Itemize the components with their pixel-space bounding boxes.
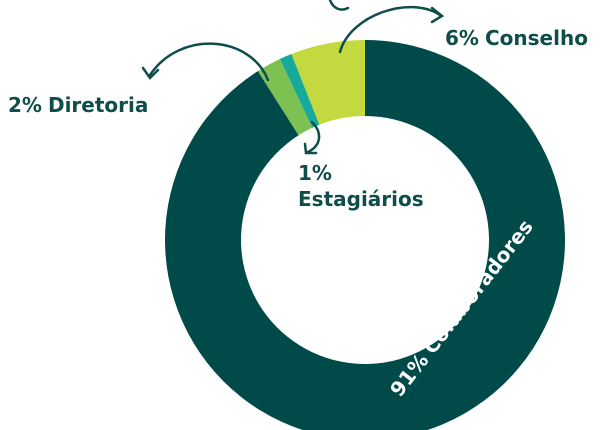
- value-label: 2%: [8, 93, 42, 117]
- arrow: [148, 42, 270, 82]
- arrow: [328, 0, 350, 11]
- donut-slice: [291, 40, 365, 125]
- value-label: 1%: [298, 161, 332, 185]
- slice-label: 1% Estagiários: [298, 161, 424, 211]
- category-label: Conselho: [485, 26, 588, 50]
- slice-label: 2% Diretoria: [8, 93, 148, 117]
- donut-slice: [165, 40, 565, 430]
- category-label: Estagiários: [298, 187, 424, 211]
- value-label: 6%: [445, 26, 479, 50]
- arrow: [338, 5, 442, 54]
- arrow-head: [303, 142, 318, 155]
- slice-label: 6% Conselho: [445, 26, 588, 50]
- arrow: [306, 120, 321, 154]
- category-label: Diretoria: [48, 93, 148, 117]
- donut-slice: [279, 54, 320, 128]
- arrow-head: [430, 6, 445, 24]
- arrow-head: [141, 66, 160, 80]
- donut-slice: [257, 59, 313, 136]
- arrows: [141, 0, 445, 155]
